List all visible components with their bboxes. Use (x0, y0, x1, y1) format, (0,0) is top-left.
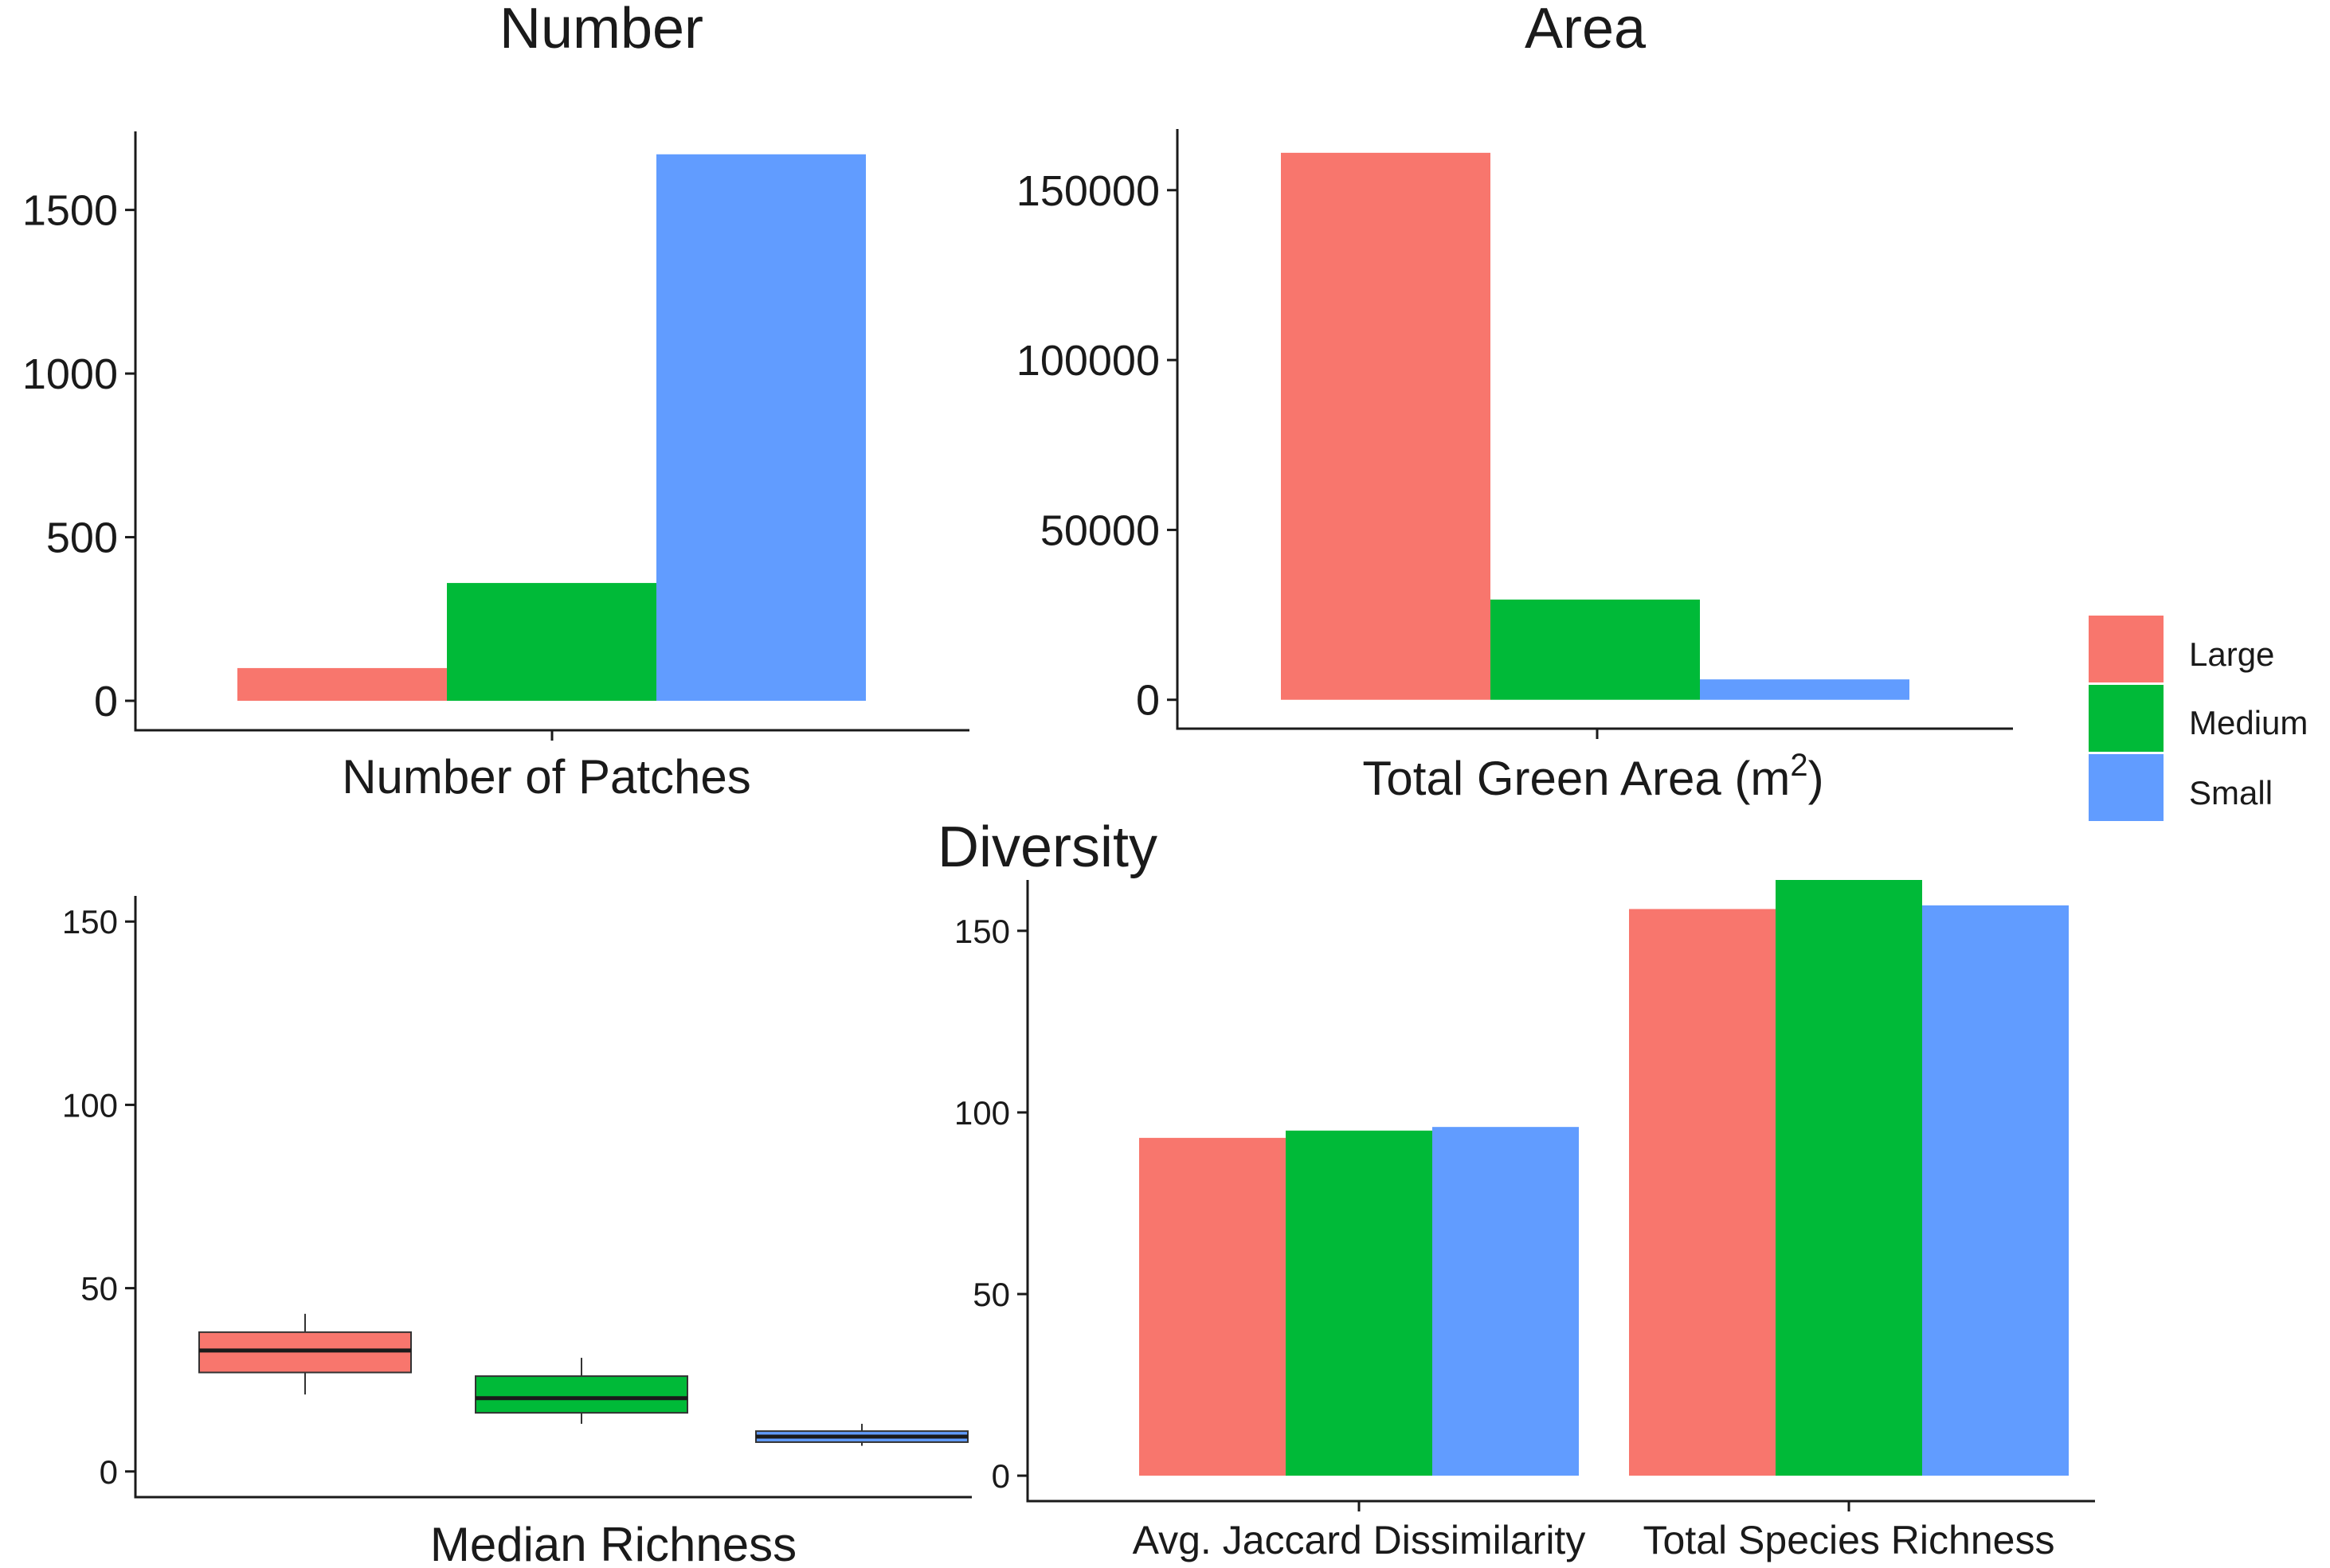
median-richness-boxplot: 0 50 100 150 Median Richness (62, 896, 972, 1568)
bar-large-total-species-richness (1629, 909, 1776, 1476)
legend-label-small: Small (2189, 774, 2273, 811)
number-of-patches-chart: 0 500 1000 1500 Number of Patches (22, 131, 969, 804)
legend-label-large: Large (2189, 635, 2274, 673)
legend-swatch-medium (2089, 685, 2164, 752)
bar-small-total-green-area-m2 (1700, 679, 1909, 700)
y-tick-label: 100000 (1016, 337, 1160, 385)
y-tick-label: 0 (94, 678, 118, 725)
y-tick-label: 50 (80, 1270, 118, 1308)
y-tick-label: 150 (954, 913, 1010, 950)
y-tick-label: 50000 (1040, 506, 1160, 554)
diversity-bar-chart: 0 50 100 150 Avg. Jaccard Dissimilarity Tota… (954, 880, 2095, 1562)
bar-small-number-of-patches (656, 154, 866, 702)
legend: Large Medium Small (2089, 616, 2308, 821)
legend-label-medium: Medium (2189, 704, 2308, 741)
area-chart-axes (1176, 129, 2013, 730)
total-green-area-chart: 0 50000 100000 150000 Total Green Area (m2) (1016, 129, 2013, 805)
bar-medium-total-species-richness (1776, 880, 1922, 1476)
y-tick-label: 0 (992, 1457, 1010, 1495)
y-tick-label: 0 (1136, 677, 1160, 725)
bar-medium-total-green-area-m2 (1490, 599, 1700, 700)
area-chart-x-label: Total Green Area (m2) (1362, 748, 1823, 805)
legend-swatch-large (2089, 616, 2164, 682)
title-number: Number (499, 0, 703, 61)
boxplot-axes (134, 896, 972, 1499)
bar-small-avg-jaccard-dissimilarity (1432, 1127, 1579, 1476)
y-tick-label: 150 (62, 903, 118, 940)
boxplot-x-label: Median Richness (430, 1518, 797, 1568)
title-diversity: Diversity (938, 815, 1157, 879)
y-tick-label: 50 (973, 1276, 1010, 1313)
bar-large-total-green-area-m2 (1281, 152, 1490, 700)
y-tick-label: 100 (62, 1086, 118, 1124)
y-tick-label: 500 (46, 514, 118, 562)
y-tick-label: 1500 (22, 187, 118, 235)
x-tick-label-avg-jaccard-dissimilarity: Avg. Jaccard Dissimilarity (1133, 1518, 1586, 1562)
y-tick-label: 0 (100, 1453, 118, 1491)
bar-medium-number-of-patches (447, 583, 656, 702)
bar-small-total-species-richness (1922, 905, 2069, 1476)
x-tick-label-total-species-richness: Total Species Richness (1643, 1518, 2055, 1562)
bar-large-avg-jaccard-dissimilarity (1139, 1137, 1286, 1476)
legend-swatch-small (2089, 754, 2164, 821)
box-medium (475, 1375, 688, 1414)
bar-large-number-of-patches (237, 667, 447, 702)
y-tick-label: 100 (954, 1094, 1010, 1132)
bar-medium-avg-jaccard-dissimilarity (1286, 1130, 1432, 1476)
y-tick-label: 1000 (22, 350, 118, 398)
diversity-chart-axes (1026, 880, 2095, 1503)
number-chart-x-label: Number of Patches (342, 750, 751, 804)
y-tick-label: 150000 (1016, 167, 1160, 215)
title-area: Area (1525, 0, 1647, 61)
number-chart-axes (134, 131, 969, 732)
